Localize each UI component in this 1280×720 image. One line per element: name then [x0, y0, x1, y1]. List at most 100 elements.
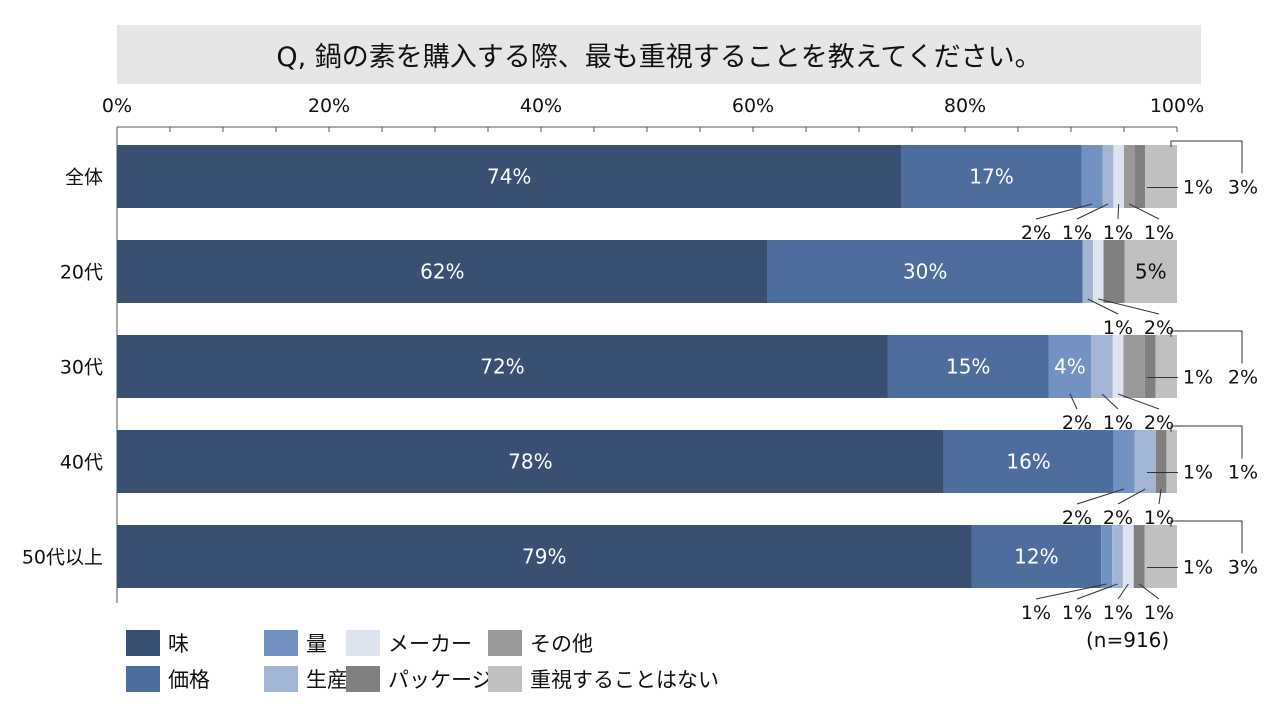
leader-line: [1117, 203, 1120, 220]
category-label: 50代以上: [22, 547, 103, 569]
leader-line: [1117, 393, 1160, 410]
leader-line: [1035, 583, 1107, 600]
legend-swatch: [264, 630, 298, 656]
leader-line: [1117, 583, 1129, 600]
data-label-below: 1%: [1062, 602, 1092, 624]
bar-segment: [1133, 525, 1145, 588]
data-label-right: 3%: [1228, 177, 1258, 199]
data-label: 5%: [1135, 260, 1167, 284]
legend-swatch: [346, 630, 380, 656]
leader-line: [1101, 393, 1119, 410]
data-label-right: 1%: [1228, 462, 1258, 484]
bar-segment: [1123, 335, 1145, 398]
data-label-right: 2%: [1228, 367, 1258, 389]
legend-label: 量: [306, 632, 327, 656]
data-label-below: 2%: [1062, 412, 1092, 434]
data-label: 12%: [1014, 545, 1058, 569]
bar-segment: [1113, 145, 1124, 208]
data-label-below: 1%: [1021, 602, 1051, 624]
legend-item: 味: [126, 628, 189, 658]
bar-segment: [1112, 335, 1124, 398]
bar-segment: [1103, 240, 1125, 303]
data-label: 62%: [420, 260, 464, 284]
legend-label: 味: [168, 632, 189, 656]
data-label: 72%: [480, 355, 524, 379]
bar-segment: [1082, 240, 1094, 303]
data-label: 4%: [1054, 355, 1086, 379]
data-label: 79%: [522, 545, 566, 569]
x-tick-label: 40%: [520, 95, 562, 117]
legend-label: 重視することはない: [530, 668, 719, 692]
leader-line: [1158, 488, 1162, 505]
sample-size-note: (n=916): [1086, 628, 1170, 652]
bar-segment: [117, 145, 902, 208]
bar-segment: [901, 145, 1082, 208]
data-label-below: 2%: [1144, 317, 1174, 339]
bar-segment: [943, 430, 1114, 493]
data-label-right: 1%: [1183, 557, 1213, 579]
data-label-below: 1%: [1103, 602, 1133, 624]
leader-line: [1035, 203, 1093, 220]
data-label-below: 1%: [1144, 602, 1174, 624]
leader-line: [1069, 393, 1078, 410]
legend-label: その他: [530, 632, 593, 656]
bar-segment: [1101, 525, 1113, 588]
x-tick-label: 20%: [308, 95, 350, 117]
bar-segment: [117, 430, 944, 493]
data-label-below: 2%: [1144, 412, 1174, 434]
legend-item: 量: [264, 628, 327, 658]
bar-segment: [1144, 335, 1156, 398]
leader-line: [1170, 425, 1243, 459]
legend-label: パッケージ: [388, 668, 493, 692]
bar-segment: [117, 525, 972, 588]
data-label-right: 1%: [1183, 462, 1213, 484]
leader-line: [1087, 298, 1119, 315]
data-label-below: 1%: [1144, 222, 1174, 244]
data-label: 15%: [946, 355, 990, 379]
legend-item: その他: [488, 628, 593, 658]
data-label-below: 1%: [1103, 222, 1133, 244]
chart-title-box: Q, 鍋の素を購入する際、最も重視することを教えてください。: [117, 25, 1201, 84]
legend-swatch: [264, 666, 298, 692]
x-tick-label: 0%: [102, 95, 132, 117]
x-tick-label: 80%: [944, 95, 986, 117]
bar-segment: [1134, 430, 1156, 493]
legend-swatch: [126, 630, 160, 656]
legend-item: メーカー: [346, 628, 472, 658]
leader-line: [1076, 203, 1109, 220]
bar-segment: [1091, 335, 1113, 398]
legend-swatch: [488, 630, 522, 656]
bar-segment: [1166, 430, 1177, 493]
legend-label: メーカー: [388, 632, 472, 656]
bar-segment: [767, 240, 1083, 303]
bar-segment: [1048, 335, 1092, 398]
bar-segment: [1081, 145, 1103, 208]
category-label: 全体: [65, 167, 103, 189]
legend-item: 価格: [126, 664, 210, 694]
chart-legend: 味量メーカー その他 価格 生産国 パッケージ 重視することはない: [126, 628, 746, 694]
legend-item: 重視することはない: [488, 664, 719, 694]
leader-line: [1076, 488, 1125, 505]
bar-segment: [1155, 430, 1167, 493]
data-label-right: 1%: [1183, 367, 1213, 389]
data-label-below: 2%: [1103, 507, 1133, 529]
leader-line: [1129, 203, 1160, 220]
x-tick-label: 100%: [1150, 95, 1204, 117]
leader-line: [1117, 488, 1146, 505]
leader-line: [1098, 298, 1160, 315]
legend-item: パッケージ: [346, 664, 493, 694]
legend-swatch: [126, 666, 160, 692]
data-label-right: 3%: [1228, 557, 1258, 579]
chart-title: Q, 鍋の素を購入する際、最も重視することを教えてください。: [276, 42, 1042, 73]
data-label-below: 1%: [1103, 317, 1133, 339]
legend-swatch: [346, 666, 380, 692]
bar-segment: [1124, 240, 1177, 303]
data-label: 78%: [508, 450, 552, 474]
data-label: 74%: [487, 165, 531, 189]
data-label: 16%: [1006, 450, 1050, 474]
bar-segment: [1134, 145, 1146, 208]
leader-line: [1138, 583, 1160, 600]
bar-segment: [1124, 145, 1135, 208]
